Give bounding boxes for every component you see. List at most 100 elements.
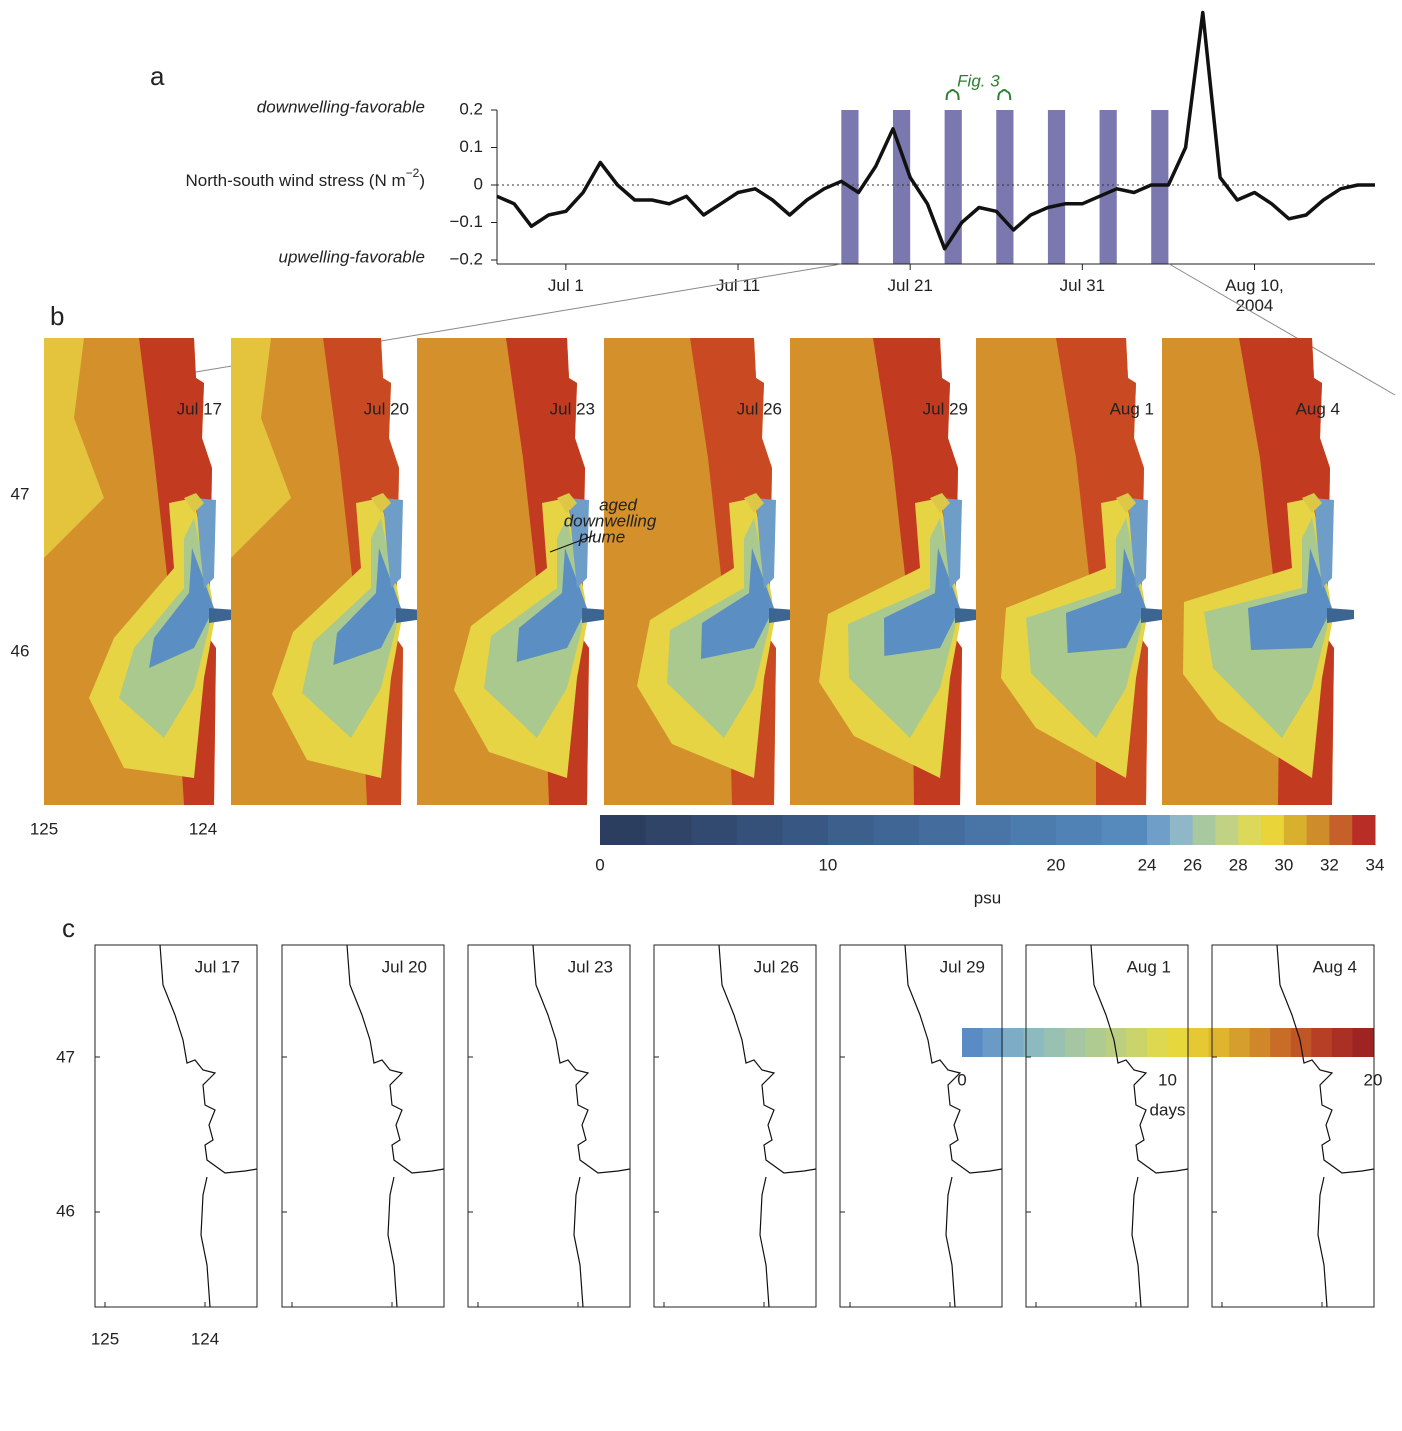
coastline [1091, 945, 1188, 1307]
particle-map: Jul 29 [840, 945, 1002, 1307]
particle-map: Jul 20 [282, 945, 444, 1307]
x-tick-label: Aug 10, 2004 [1209, 276, 1299, 316]
lon-label: 124 [191, 1329, 219, 1348]
particle-map: Jul 17 [95, 945, 257, 1307]
colorbar-bin [1065, 1028, 1086, 1057]
colorbar-tick-label: 10 [818, 855, 837, 874]
x-tick-label: Jul 1 [521, 276, 611, 296]
map-frame [840, 945, 1002, 1307]
highlight-bar [996, 110, 1013, 264]
colorbar-bin [1193, 815, 1216, 845]
map-date: Jul 29 [923, 399, 968, 418]
map-frame [282, 945, 444, 1307]
colorbar-bin [1215, 815, 1238, 845]
salinity-map: Jul 29 [790, 338, 982, 805]
map-date: Aug 4 [1296, 399, 1340, 418]
salinity-map: Jul 23 [417, 338, 609, 805]
colorbar-bin [1329, 815, 1352, 845]
panel-label: c [62, 913, 75, 943]
map-date: Jul 23 [550, 399, 595, 418]
salinity-map: Jul 17 [44, 338, 236, 805]
colorbar-bin [1238, 815, 1261, 845]
colorbar-bin [1126, 1028, 1147, 1057]
particle-map: Aug 4 [1212, 945, 1374, 1307]
y-tick-label: −0.2 [449, 249, 483, 268]
lon-label: 124 [189, 819, 217, 838]
colorbar-bin [691, 815, 737, 845]
annotation-bracket [947, 90, 959, 100]
colorbar-tick-label: 24 [1138, 855, 1157, 874]
coastline [533, 945, 630, 1307]
map-date: Jul 23 [568, 957, 613, 976]
colorbar-bin [1188, 1028, 1209, 1057]
colorbar-bin [1056, 815, 1102, 845]
colorbar-label: psu [974, 888, 1001, 907]
y-tick-label: 0.2 [459, 99, 483, 118]
lat-label: 46 [56, 1201, 75, 1220]
colorbar-bin [646, 815, 692, 845]
colorbar-bin [1147, 815, 1170, 845]
map-frame [1026, 945, 1188, 1307]
colorbar-bin [1101, 815, 1147, 845]
x-tick-label-box: Jul 31 [1037, 276, 1127, 326]
y-tick-label: −0.1 [449, 212, 483, 231]
colorbar-bin [1085, 1028, 1106, 1057]
y-axis-label-part: North-south wind stress (N m [186, 171, 406, 190]
map-date: Jul 17 [177, 399, 222, 418]
map-date: Jul 17 [195, 957, 240, 976]
colorbar-bin [962, 1028, 983, 1057]
colorbar-tick-label: 0 [595, 855, 604, 874]
map-date: Jul 26 [737, 399, 782, 418]
map-date: Jul 20 [382, 957, 427, 976]
highlight-bar [1100, 110, 1117, 264]
lon-label: 125 [91, 1329, 119, 1348]
x-tick-label: Jul 31 [1037, 276, 1127, 296]
coastline [719, 945, 816, 1307]
colorbar-bin [600, 815, 646, 845]
map-frame [95, 945, 257, 1307]
x-tick-label-box: Jul 1 [521, 276, 611, 326]
map-date: Jul 20 [364, 399, 409, 418]
colorbar-bin [1352, 1028, 1373, 1057]
coastline [347, 945, 444, 1307]
upper-note: downwelling-favorable [257, 97, 425, 116]
colorbar-bin [1352, 815, 1375, 845]
colorbar-bin [1307, 815, 1330, 845]
colorbar-bin [983, 1028, 1004, 1057]
colorbar-tick-label: 10 [1158, 1070, 1177, 1089]
salinity-map: Jul 26 [604, 338, 796, 805]
lat-label: 47 [56, 1047, 75, 1066]
salinity-map: Aug 4 [1162, 338, 1354, 805]
x-tick-label-box: Jul 11 [693, 276, 783, 326]
colorbar-bin [1250, 1028, 1271, 1057]
colorbar-bin [1147, 1028, 1168, 1057]
estuary [1327, 608, 1354, 623]
map-date: Aug 1 [1110, 399, 1154, 418]
coastline [1277, 945, 1374, 1307]
colorbar-bin [1311, 1028, 1332, 1057]
page: {"panel_labels": ["a", "b", "c"], "chart… [0, 0, 1402, 1431]
panel-label: a [150, 61, 165, 91]
y-axis-label: North-south wind stress (N m−2) [186, 166, 425, 190]
colorbar-bin [737, 815, 783, 845]
highlight-bar [1151, 110, 1168, 264]
colorbar-bin [1010, 815, 1056, 845]
lat-label: 47 [11, 484, 30, 503]
colorbar-bin [1284, 815, 1307, 845]
map-frame [1212, 945, 1374, 1307]
particle-map: Jul 23 [468, 945, 630, 1307]
colorbar-tick-label: 0 [957, 1070, 966, 1089]
colorbar-bin [1229, 1028, 1250, 1057]
colorbar-tick-label: 20 [1046, 855, 1065, 874]
map-frame [468, 945, 630, 1307]
colorbar-bin [1291, 1028, 1312, 1057]
colorbar-bin [919, 815, 965, 845]
colorbar-bin [1168, 1028, 1189, 1057]
figure: abc0.20.10−0.1−0.2Jul 1Jul 11Jul 21Jul 3… [0, 0, 1402, 1431]
highlight-bar [945, 110, 962, 264]
y-tick-label: 0 [474, 174, 483, 193]
colorbar-bin [1003, 1028, 1024, 1057]
colorbar-bin [1261, 815, 1284, 845]
x-tick-label-box: Aug 10, 2004 [1209, 276, 1299, 326]
map-annotation: plume [578, 527, 625, 546]
